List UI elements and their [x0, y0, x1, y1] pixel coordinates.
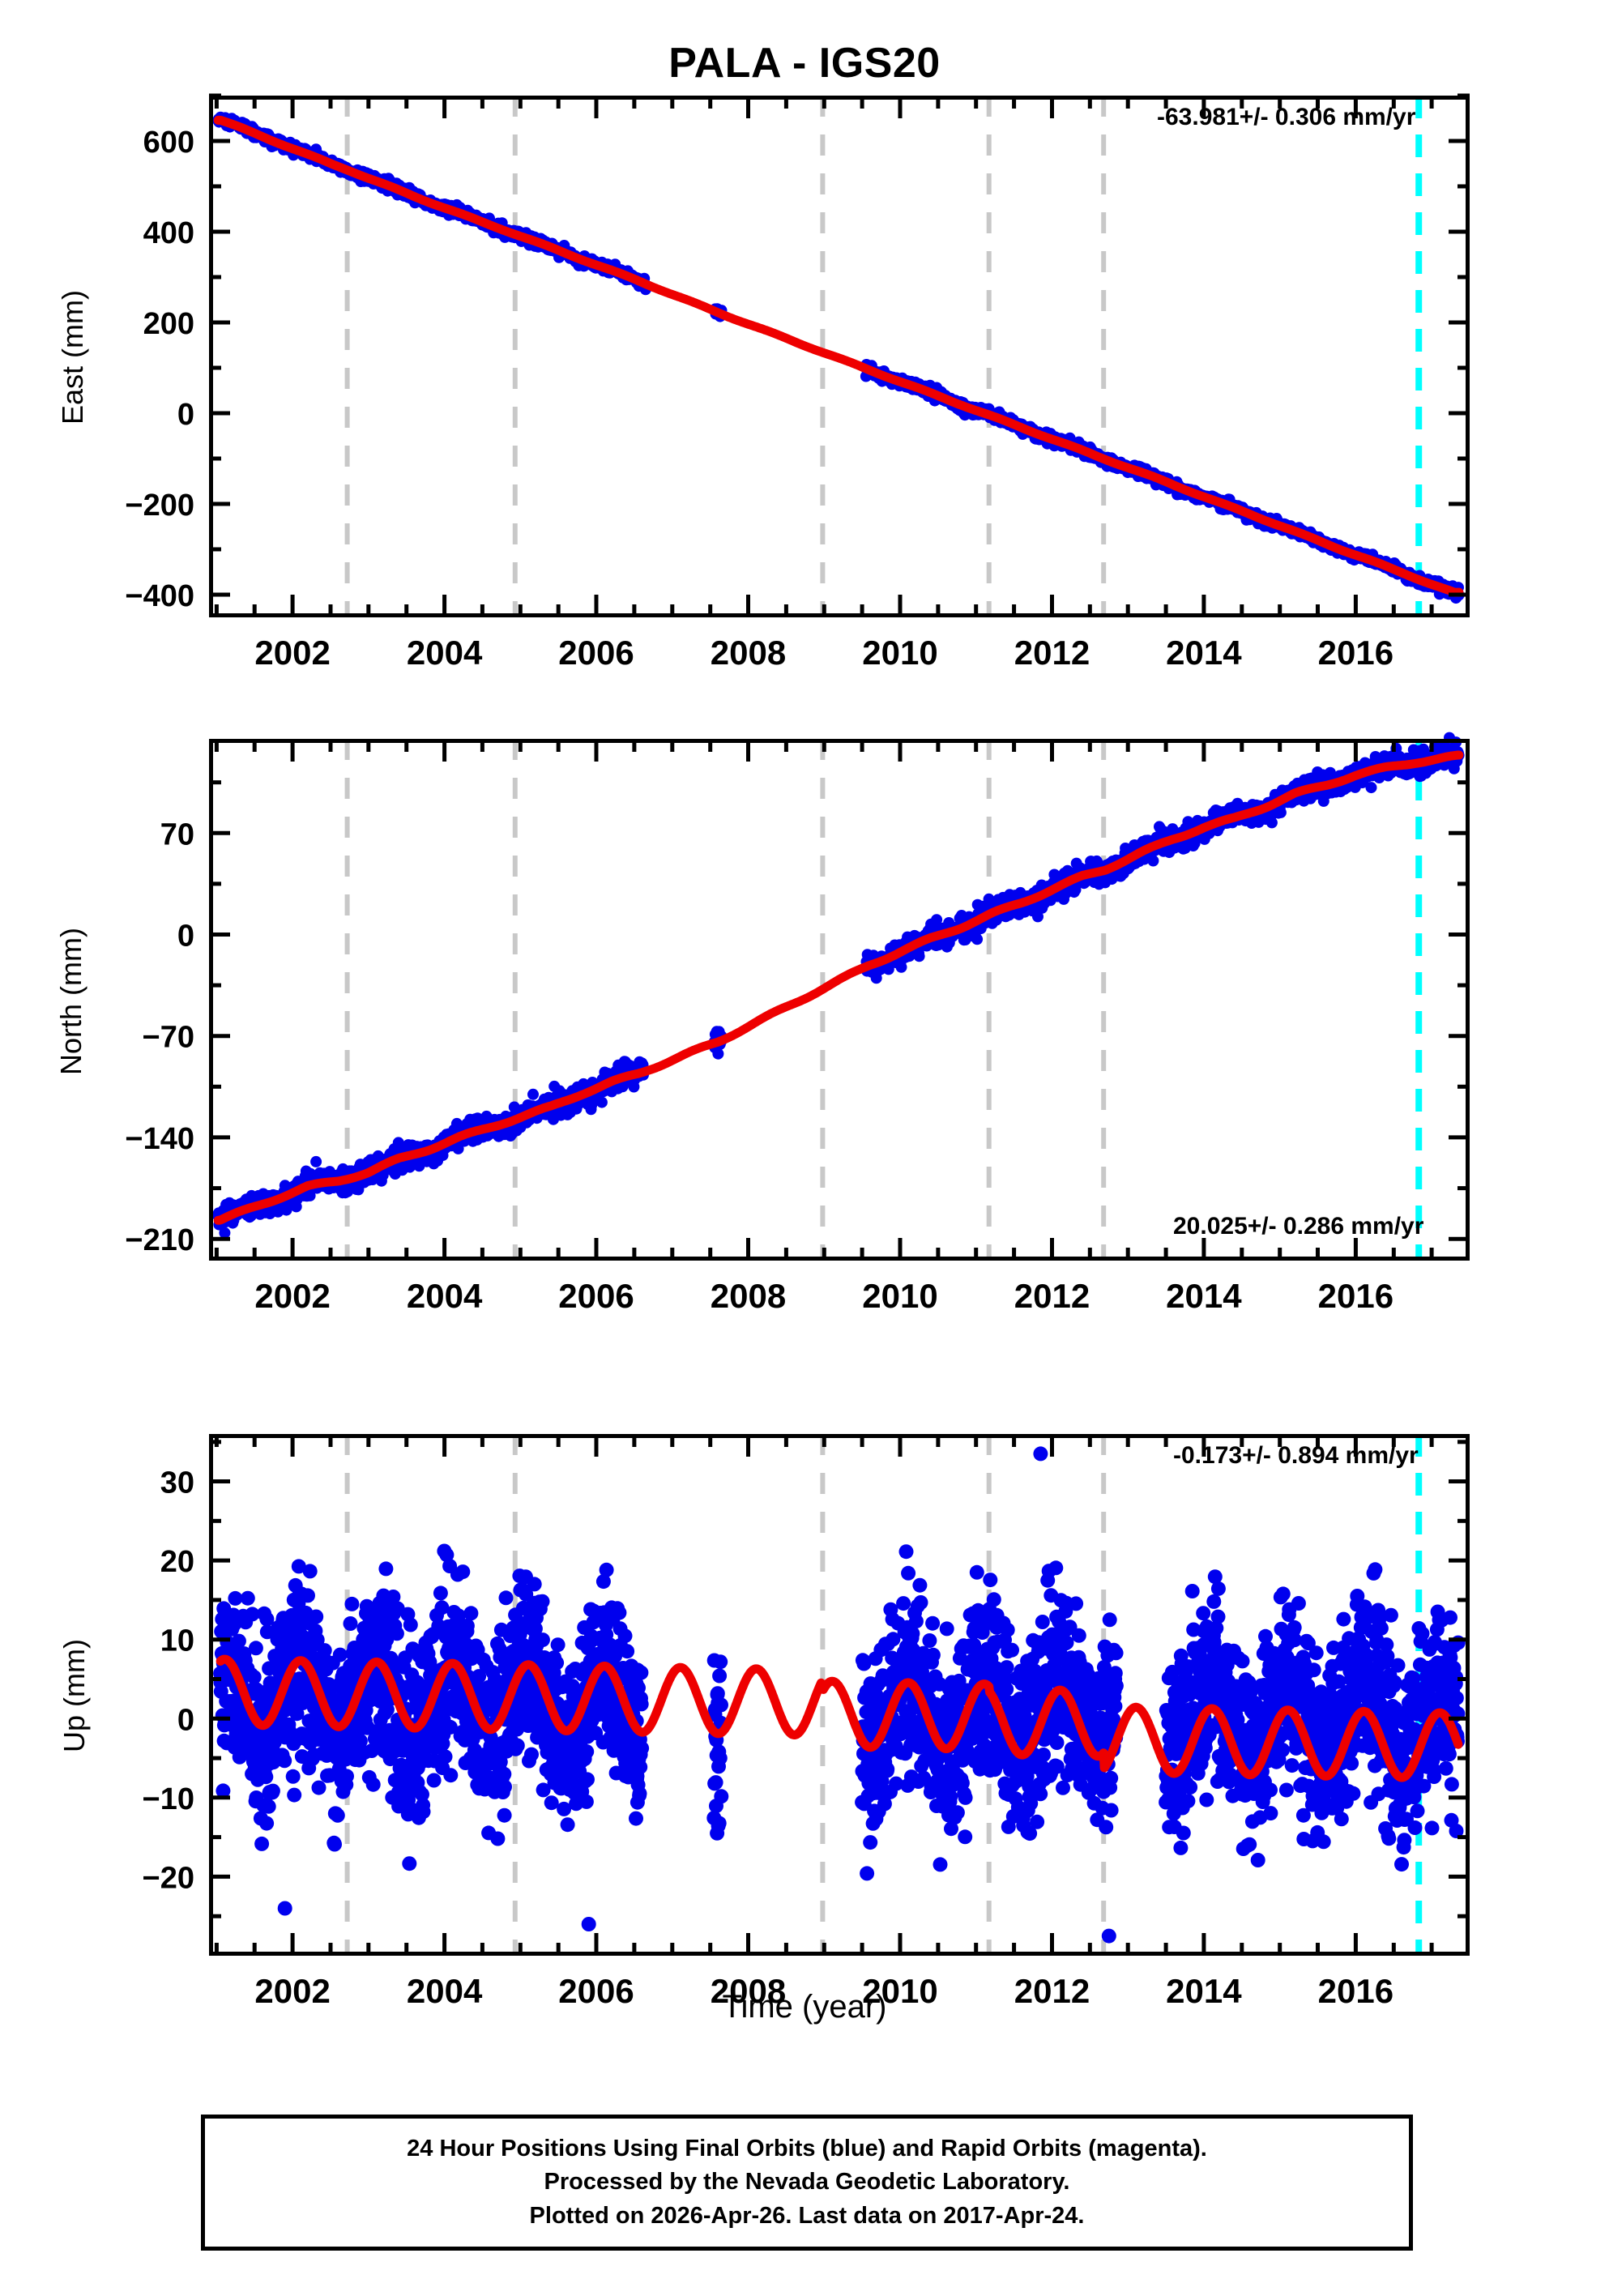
data-point: [895, 961, 907, 973]
east-rate-label: -63.981+/- 0.306 mm/yr: [1157, 104, 1416, 130]
data-point: [310, 1155, 322, 1167]
data-point: [309, 1609, 324, 1624]
data-point: [1274, 806, 1287, 818]
data-point: [311, 1780, 326, 1795]
x-tick-label: 2008: [711, 634, 786, 672]
data-point: [330, 1807, 345, 1823]
data-point: [254, 1836, 270, 1851]
y-tick-label: −140: [125, 1122, 194, 1156]
y-tick-label: −200: [125, 489, 194, 523]
data-point: [246, 1670, 262, 1685]
east-axis-label: East (mm): [56, 290, 89, 425]
y-tick-label: −70: [143, 1021, 194, 1055]
data-layer: [212, 732, 1465, 1239]
x-tick-label: 2004: [407, 1277, 483, 1315]
x-tick-label: 2002: [254, 634, 330, 672]
data-point: [327, 1837, 342, 1852]
data-point: [219, 1227, 231, 1239]
x-tick-label: 2016: [1318, 634, 1393, 672]
data-point: [302, 1564, 318, 1579]
y-tick-label: −400: [125, 579, 194, 613]
data-layer: [213, 1446, 1466, 1944]
y-tick-label: 400: [143, 216, 194, 250]
page-title: PALA - IGS20: [668, 40, 941, 87]
model-fit-line: [213, 115, 1464, 597]
y-tick-label: −210: [125, 1223, 194, 1257]
data-point: [1365, 782, 1377, 794]
x-tick-label: 2004: [407, 634, 483, 672]
north-rate-label: 20.025+/- 0.286 mm/yr: [1173, 1213, 1424, 1240]
axes: 600 400 200 0 −200 −400 2002 2004 2006 2008 2010 20…: [125, 93, 1470, 672]
north-plot-area: 70 0 −70 −140 −210 2002 2004 2006 2008 2010 2012 20…: [125, 732, 1470, 1315]
x-tick-label: 2006: [558, 634, 634, 672]
data-point: [301, 1588, 315, 1603]
x-tick-label: 2006: [558, 1277, 634, 1315]
x-tick-label: 2010: [862, 634, 937, 672]
data-point: [285, 1769, 301, 1784]
data-point: [287, 1787, 302, 1803]
data-point: [265, 1783, 280, 1799]
data-point: [317, 1643, 332, 1658]
data-point: [277, 1753, 292, 1769]
y-tick-label: 600: [143, 126, 194, 160]
east-plot-area: 600 400 200 0 −200 −400 2002 2004 2006 2008 2010 20…: [125, 93, 1470, 672]
x-tick-label: 2016: [1318, 1277, 1393, 1315]
data-point: [261, 1799, 276, 1814]
x-tick-label: 2002: [254, 1277, 330, 1315]
data-point: [259, 1816, 275, 1831]
x-tick-label: 2014: [1166, 1277, 1242, 1315]
data-point: [971, 933, 984, 945]
data-point: [913, 950, 925, 962]
y-tick-label: 70: [160, 817, 194, 851]
north-axis-label: North (mm): [54, 928, 87, 1075]
data-point: [1147, 855, 1159, 867]
data-point: [240, 1590, 255, 1606]
data-point: [248, 1641, 263, 1656]
plot-frame: [209, 96, 1470, 617]
data-layer: [212, 111, 1465, 604]
y-tick-label: 0: [177, 398, 194, 432]
data-point: [231, 1633, 246, 1649]
x-tick-label: 2010: [862, 1277, 937, 1315]
x-tick-label: 2012: [1014, 634, 1090, 672]
data-point: [228, 1590, 243, 1606]
y-tick-label: 0: [177, 920, 194, 954]
y-tick-label: 200: [143, 307, 194, 341]
x-tick-label: 2008: [711, 1277, 786, 1315]
data-point: [258, 1769, 274, 1785]
x-tick-label: 2014: [1166, 634, 1242, 672]
data-point: [527, 1088, 539, 1100]
x-tick-label: 2012: [1014, 1277, 1090, 1315]
data-point: [595, 1096, 608, 1108]
